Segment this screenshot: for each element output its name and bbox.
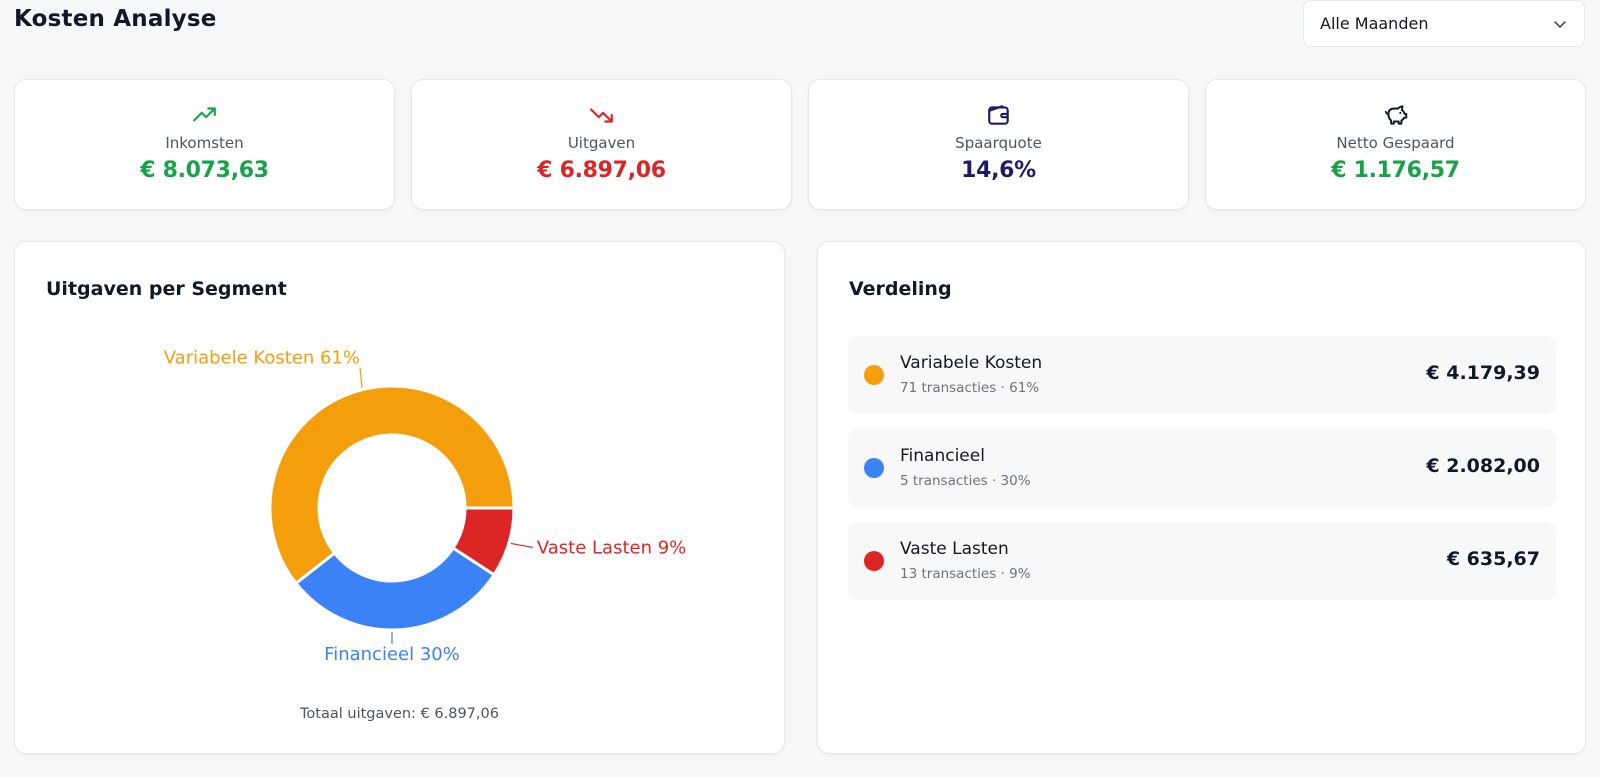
stat-value: € 6.897,06	[537, 158, 666, 183]
segment-color-dot	[864, 365, 884, 385]
piggy-bank-icon	[1384, 105, 1407, 125]
stat-card-uitgaven: Uitgaven € 6.897,06	[411, 79, 792, 210]
segment-chart-title: Uitgaven per Segment	[46, 278, 287, 300]
segment-name: Variabele Kosten	[900, 353, 1043, 373]
segment-amount: € 2.082,00	[1426, 455, 1540, 477]
month-filter-select[interactable]: Alle Maanden	[1303, 0, 1585, 47]
total-expenses: Totaal uitgaven: € 6.897,06	[300, 706, 499, 722]
distribution-item-financieel[interactable]: Financieel 5 transacties · 30% € 2.082,0…	[848, 429, 1556, 507]
stat-card-spaarquote: Spaarquote 14,6%	[808, 79, 1189, 210]
segment-details: 5 transacties · 30%	[900, 473, 1031, 489]
segment-details: 71 transacties · 61%	[900, 380, 1040, 396]
month-filter-value: Alle Maanden	[1320, 14, 1429, 33]
chevron-down-icon	[1554, 20, 1566, 28]
stat-card-netto-gespaard: Netto Gespaard € 1.176,57	[1205, 79, 1586, 210]
distribution-panel: Verdeling Variabele Kosten 71 transactie…	[817, 241, 1586, 754]
segment-chart-panel: Uitgaven per Segment Variabele Kosten 61…	[14, 241, 785, 754]
distribution-item-variabele-kosten[interactable]: Variabele Kosten 71 transacties · 61% € …	[848, 336, 1556, 414]
stat-value: 14,6%	[961, 158, 1036, 183]
wallet-icon	[987, 105, 1009, 125]
page-title: Kosten Analyse	[14, 6, 217, 32]
stat-label: Uitgaven	[567, 134, 636, 152]
donut-slice-variabele-kosten[interactable]	[268, 384, 516, 586]
stat-value: € 1.176,57	[1331, 158, 1460, 183]
segment-color-dot	[864, 551, 884, 571]
distribution-item-vaste-lasten[interactable]: Vaste Lasten 13 transacties · 9% € 635,6…	[848, 522, 1556, 600]
segment-amount: € 4.179,39	[1426, 362, 1540, 384]
trending-down-icon	[589, 108, 613, 123]
stat-label: Netto Gespaard	[1336, 134, 1455, 152]
stat-label: Spaarquote	[955, 134, 1042, 152]
donut-slice-vaste-lasten[interactable]	[451, 506, 516, 577]
stat-card-inkomsten: Inkomsten € 8.073,63	[14, 79, 395, 210]
slice-data-label: Vaste Lasten 9%	[537, 537, 686, 558]
slice-data-label: Financieel 30%	[324, 644, 460, 665]
distribution-title: Verdeling	[849, 278, 952, 300]
segment-color-dot	[864, 458, 884, 478]
slice-leader-line	[510, 542, 533, 548]
donut-chart: Variabele Kosten 61% Financieel 30% Vaste …	[164, 348, 687, 665]
segment-name: Vaste Lasten	[900, 539, 1009, 559]
stat-label: Inkomsten	[165, 134, 244, 152]
stat-value: € 8.073,63	[140, 158, 269, 183]
segment-amount: € 635,67	[1446, 548, 1540, 570]
segment-name: Financieel	[900, 446, 985, 466]
slice-data-label: Variabele Kosten 61%	[164, 348, 360, 369]
segment-details: 13 transacties · 9%	[900, 566, 1031, 582]
donut-slice-financieel[interactable]	[293, 545, 497, 632]
slice-leader-line	[359, 367, 363, 388]
trending-up-icon	[192, 107, 216, 122]
